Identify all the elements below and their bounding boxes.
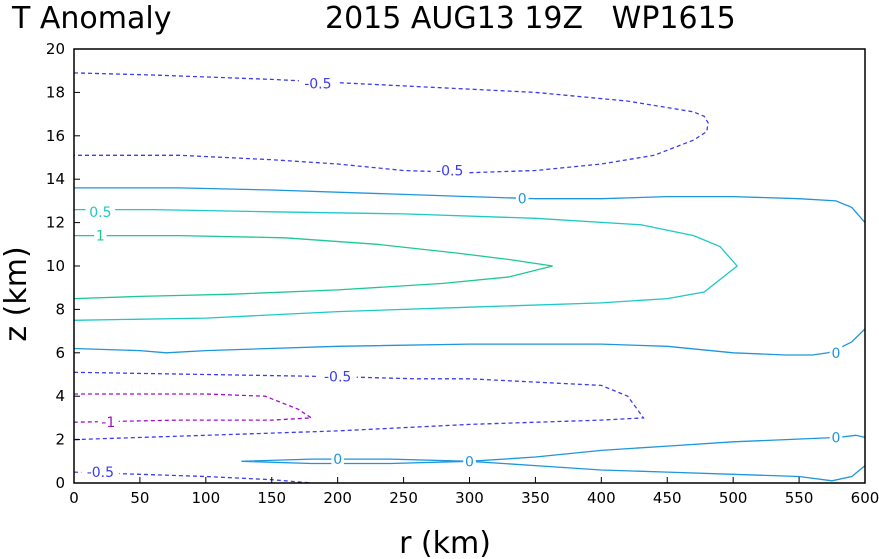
y-tick-label: 18 bbox=[46, 83, 65, 101]
contour-label-bg bbox=[81, 464, 120, 481]
y-axis-ticks: 0 2 4 6 8 10 12 14 16 18 20 bbox=[46, 40, 80, 492]
contour-line-3 bbox=[73, 234, 553, 300]
contour-label: 0 bbox=[333, 452, 342, 468]
contour-label-bg bbox=[829, 429, 843, 446]
contour-label: -0.5 bbox=[304, 77, 331, 93]
contour-label-bg bbox=[318, 368, 357, 385]
x-tick-label: 500 bbox=[719, 489, 748, 507]
x-tick-label: 350 bbox=[521, 489, 550, 507]
x-tick-label: 300 bbox=[455, 489, 484, 507]
x-axis-ticks: 0 50 100 150 200 250 300 350 400 450 500 550 600 bbox=[69, 477, 879, 507]
y-tick-label: 6 bbox=[55, 344, 65, 362]
x-axis-label: r (km) bbox=[399, 526, 491, 559]
contour-line-2 bbox=[73, 208, 739, 321]
x-tick-label: 550 bbox=[785, 489, 814, 507]
contour-label-bg bbox=[298, 75, 337, 92]
x-tick-label: 600 bbox=[851, 489, 879, 507]
x-tick-label: 200 bbox=[323, 489, 352, 507]
contour-label: -0.5 bbox=[324, 370, 351, 386]
contour-line-6 bbox=[73, 393, 314, 423]
contour-label-bg bbox=[97, 414, 119, 431]
y-tick-label: 4 bbox=[55, 387, 65, 405]
x-tick-label: 50 bbox=[130, 489, 149, 507]
y-tick-label: 0 bbox=[55, 474, 65, 492]
x-tick-label: 450 bbox=[653, 489, 682, 507]
x-tick-label: 250 bbox=[389, 489, 418, 507]
contour-label-bg bbox=[85, 203, 116, 220]
contour-label: 0 bbox=[518, 192, 527, 208]
contour-label: -1 bbox=[101, 415, 115, 431]
contour-line-8 bbox=[469, 434, 866, 462]
contour-line-0 bbox=[73, 72, 709, 174]
contour-line-9 bbox=[469, 460, 866, 482]
contour-label-bg bbox=[430, 162, 469, 179]
contour-label: 0 bbox=[832, 430, 841, 446]
contour-label: 0.5 bbox=[89, 205, 111, 221]
plot-frame bbox=[73, 48, 866, 484]
x-tick-label: 150 bbox=[257, 489, 286, 507]
contour-label-bg bbox=[515, 190, 529, 207]
contour-line-1 bbox=[74, 187, 866, 224]
contour-label: 1 bbox=[96, 229, 105, 245]
y-tick-label: 20 bbox=[46, 40, 65, 58]
chart-title-right: 2015 AUG13 19Z WP1615 bbox=[325, 1, 736, 36]
contour-label-bg bbox=[829, 344, 843, 361]
contour-label-bg bbox=[331, 451, 344, 468]
y-tick-label: 14 bbox=[46, 170, 65, 188]
y-tick-label: 12 bbox=[46, 214, 65, 232]
x-tick-label: 100 bbox=[192, 489, 221, 507]
x-tick-label: 400 bbox=[587, 489, 616, 507]
contour-label-bg bbox=[94, 227, 107, 244]
contour-layer bbox=[73, 72, 866, 484]
contour-label: 0 bbox=[465, 454, 474, 470]
contour-label: -0.5 bbox=[87, 465, 114, 481]
contour-label: -0.5 bbox=[436, 164, 463, 180]
y-tick-label: 16 bbox=[46, 127, 65, 145]
y-tick-label: 8 bbox=[55, 300, 65, 318]
contour-label-layer: -0.5 -0.5 0 0.5 1 0 -0.5 -1 0 0 0 -0.5 bbox=[81, 75, 843, 481]
contour-line-7 bbox=[241, 458, 470, 465]
x-tick-label: 0 bbox=[69, 489, 79, 507]
contour-label-bg bbox=[463, 453, 476, 470]
contour-label: 0 bbox=[832, 346, 841, 362]
contour-line-4 bbox=[73, 328, 866, 356]
chart-title-left: T Anomaly bbox=[11, 1, 171, 36]
contour-line-5 bbox=[73, 371, 645, 441]
y-tick-label: 10 bbox=[46, 257, 65, 275]
y-tick-label: 2 bbox=[55, 431, 65, 449]
y-axis-label: z (km) bbox=[0, 246, 34, 341]
